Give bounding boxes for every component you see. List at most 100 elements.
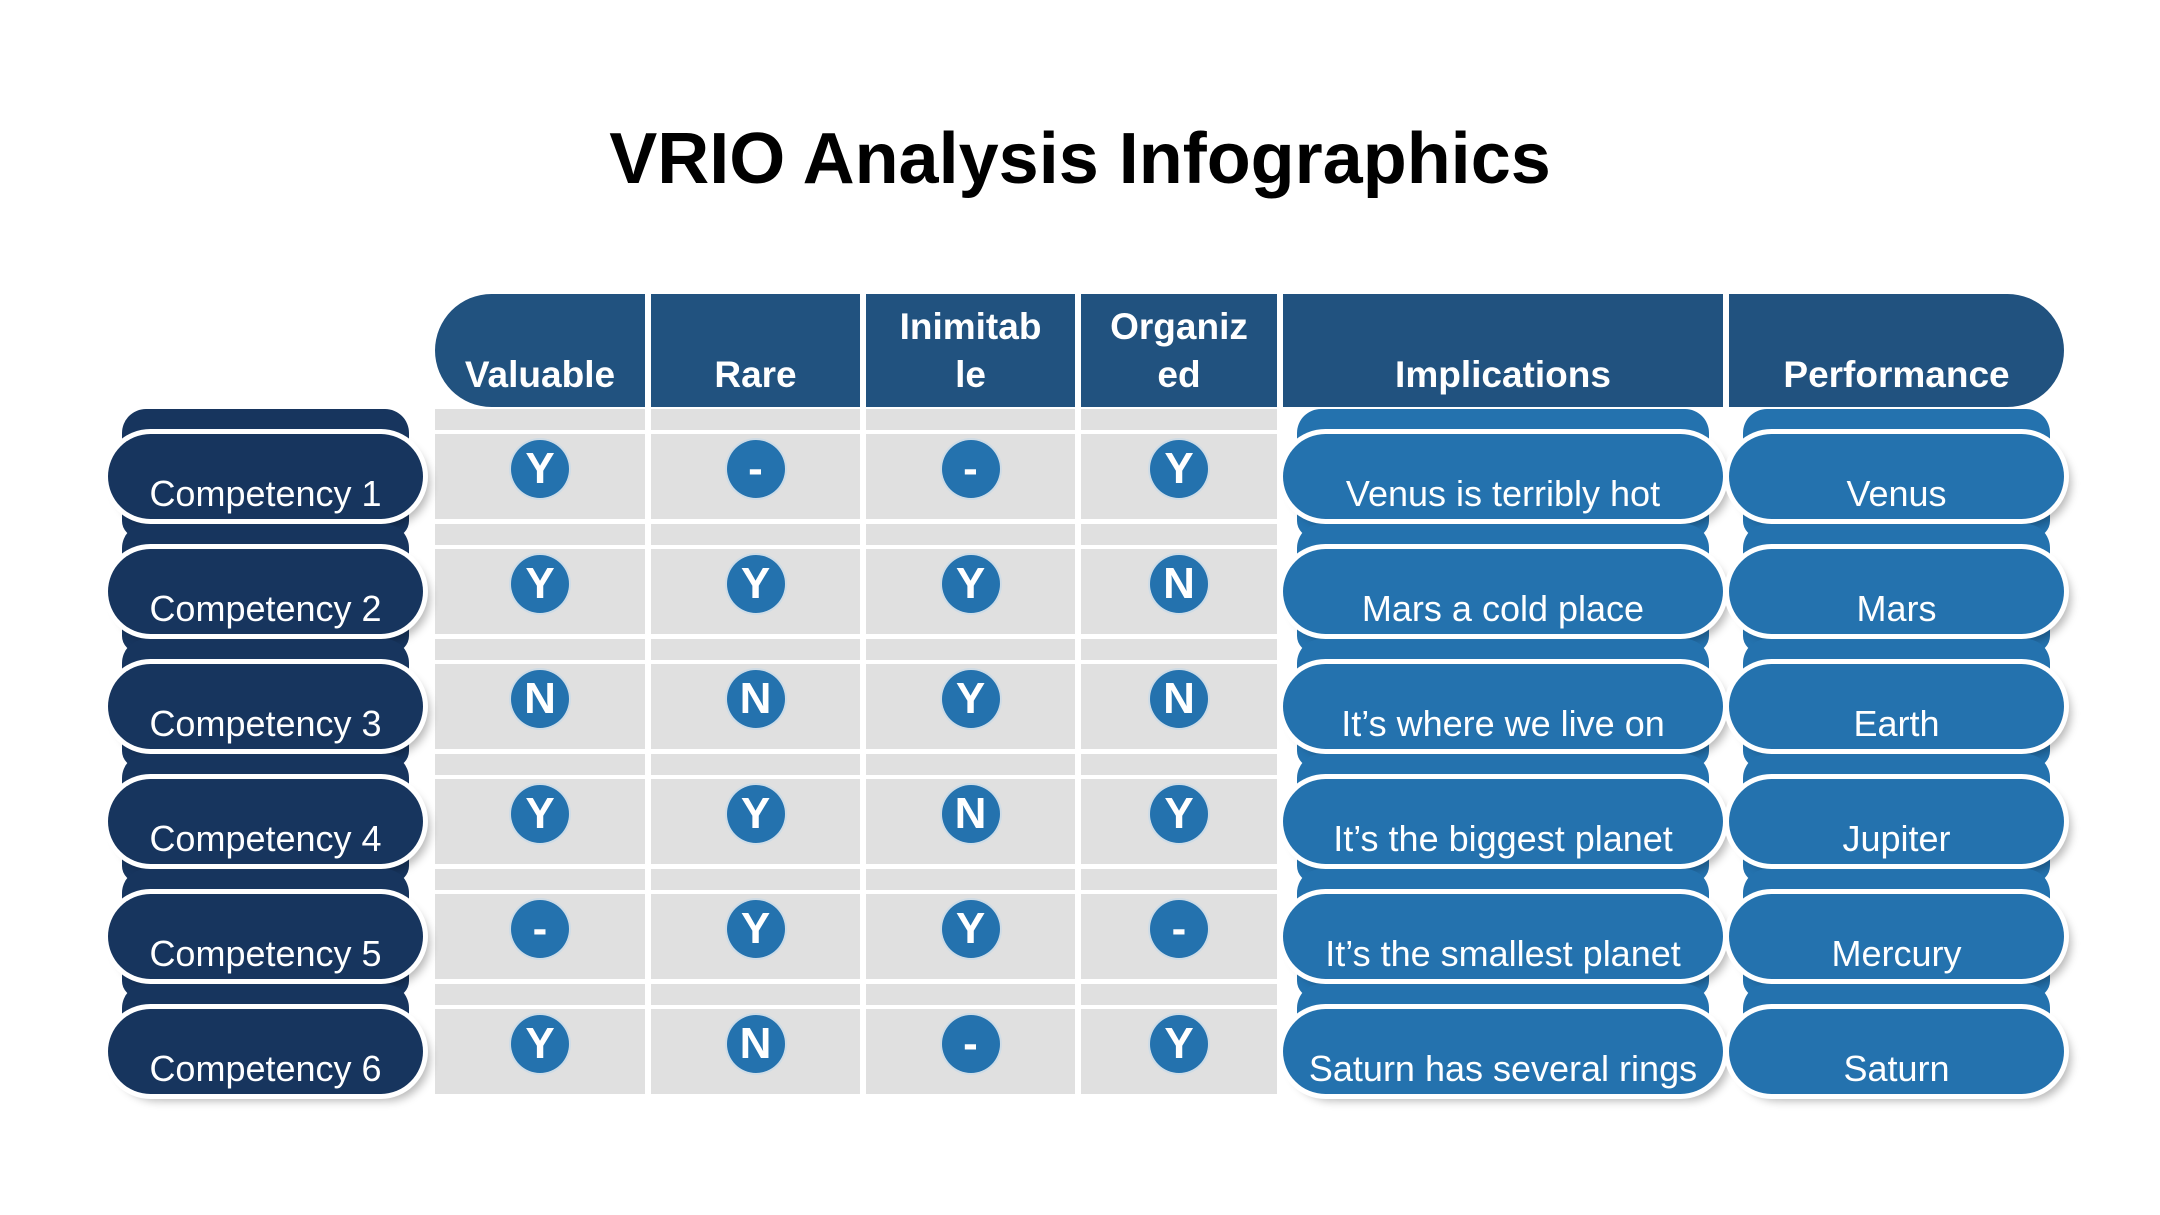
- grid-cell: [866, 524, 1075, 546]
- performance-pill: Saturn: [1729, 1009, 2064, 1095]
- grid-cell: [435, 524, 645, 546]
- grid-cell: -: [1081, 894, 1277, 980]
- implication-pill: Venus is terribly hot: [1283, 434, 1723, 520]
- grid-cell: -: [651, 434, 860, 520]
- competency-pill: Competency 5: [108, 894, 423, 980]
- implication-row: It’s the smallest planet: [1283, 869, 1723, 998]
- performance-pill: Jupiter: [1729, 779, 2064, 865]
- grid-cell: Y: [1081, 1009, 1277, 1095]
- grid-spacer-band: [435, 639, 1277, 661]
- value-circle-organized: -: [1150, 900, 1208, 959]
- value-circle-valuable: Y: [511, 785, 569, 844]
- grid-cell: -: [435, 894, 645, 980]
- value-circle-valuable: Y: [511, 555, 569, 614]
- value-circle-valuable: -: [511, 900, 569, 959]
- value-circle-inimitable: Y: [941, 900, 1000, 959]
- grid-cell: [866, 409, 1075, 431]
- implications-column: Venus is terribly hot Mars a cold place …: [1283, 409, 1723, 1099]
- value-circle-rare: Y: [726, 900, 785, 959]
- grid-cell: Y: [651, 779, 860, 865]
- grid-cell: Y: [1081, 434, 1277, 520]
- performance-row: Earth: [1729, 639, 2064, 768]
- value-circle-valuable: Y: [511, 440, 569, 499]
- grid-cell: [1081, 869, 1277, 891]
- header-performance: Performance: [1729, 294, 2064, 408]
- grid-cell: [651, 869, 860, 891]
- grid-cell: [435, 869, 645, 891]
- value-circle-organized: Y: [1150, 440, 1208, 499]
- grid-cell: [866, 754, 1075, 776]
- grid-cell: [866, 984, 1075, 1006]
- performance-pill: Mars: [1729, 549, 2064, 635]
- value-circle-organized: Y: [1150, 785, 1208, 844]
- grid-cell: [1081, 639, 1277, 661]
- value-circle-valuable: Y: [511, 1015, 569, 1074]
- header-implications: Implications: [1283, 294, 1723, 408]
- performance-row: Mercury: [1729, 869, 2064, 998]
- performance-row: Saturn: [1729, 984, 2064, 1095]
- competency-row: Competency 2: [108, 524, 423, 653]
- competency-pill: Competency 3: [108, 664, 423, 750]
- competency-pill: Competency 6: [108, 1009, 423, 1095]
- value-circle-rare: Y: [726, 555, 785, 614]
- grid-cell: N: [1081, 664, 1277, 750]
- grid-cell: Y: [866, 894, 1075, 980]
- grid-cell: Y: [435, 1009, 645, 1095]
- competency-row: Competency 1: [108, 409, 423, 538]
- grid-cell: N: [435, 664, 645, 750]
- grid-spacer-band: [435, 754, 1277, 776]
- grid-cell: [651, 754, 860, 776]
- grid-value-band: - Y Y -: [435, 894, 1277, 980]
- grid-cell: [866, 869, 1075, 891]
- grid-cell: Y: [1081, 779, 1277, 865]
- performance-pill: Mercury: [1729, 894, 2064, 980]
- grid-cell: [435, 754, 645, 776]
- grid-cell: [1081, 524, 1277, 546]
- performance-row: Mars: [1729, 524, 2064, 653]
- grid-cell: Y: [866, 664, 1075, 750]
- header-rare: Rare: [651, 294, 860, 408]
- grid-cell: N: [866, 779, 1075, 865]
- grid-cell: N: [1081, 549, 1277, 635]
- performance-pill: Earth: [1729, 664, 2064, 750]
- value-circle-inimitable: -: [941, 440, 1000, 499]
- competency-row: Competency 6: [108, 984, 423, 1095]
- implication-pill: It’s the biggest planet: [1283, 779, 1723, 865]
- grid-cell: Y: [866, 549, 1075, 635]
- grid-cell: [651, 639, 860, 661]
- performance-row: Venus: [1729, 409, 2064, 538]
- grid-cell: Y: [435, 434, 645, 520]
- competency-row: Competency 5: [108, 869, 423, 998]
- grid-cell: -: [866, 1009, 1075, 1095]
- value-circle-rare: N: [726, 670, 785, 729]
- grid-spacer-band: [435, 984, 1277, 1006]
- header-spacer: [108, 294, 429, 407]
- grid-cell: Y: [435, 549, 645, 635]
- value-circle-inimitable: N: [941, 785, 1000, 844]
- grid-spacer-band: [435, 524, 1277, 546]
- page-title: VRIO Analysis Infographics: [609, 119, 1551, 199]
- implication-row: It’s the biggest planet: [1283, 754, 1723, 883]
- grid-value-band: Y Y N Y: [435, 779, 1277, 865]
- value-circle-inimitable: Y: [941, 670, 1000, 729]
- performance-column: Venus Mars Earth Jupiter Mercury Saturn: [1729, 409, 2064, 1099]
- implication-pill: It’s where we live on: [1283, 664, 1723, 750]
- performance-row: Jupiter: [1729, 754, 2064, 883]
- grid-cell: -: [866, 434, 1075, 520]
- implication-row: Mars a cold place: [1283, 524, 1723, 653]
- value-circle-rare: N: [726, 1015, 785, 1074]
- grid-cell: [651, 524, 860, 546]
- grid-cell: N: [651, 664, 860, 750]
- performance-pill: Venus: [1729, 434, 2064, 520]
- grid-cell: [1081, 409, 1277, 431]
- competency-column: Competency 1 Competency 2 Competency 3 C…: [108, 409, 423, 1099]
- implication-pill: Mars a cold place: [1283, 549, 1723, 635]
- competency-row: Competency 4: [108, 754, 423, 883]
- implication-row: Saturn has several rings: [1283, 984, 1723, 1095]
- value-circle-organized: N: [1150, 670, 1208, 729]
- competency-row: Competency 3: [108, 639, 423, 768]
- implication-row: Venus is terribly hot: [1283, 409, 1723, 538]
- grid-cell: Y: [435, 779, 645, 865]
- grid-cell: [435, 639, 645, 661]
